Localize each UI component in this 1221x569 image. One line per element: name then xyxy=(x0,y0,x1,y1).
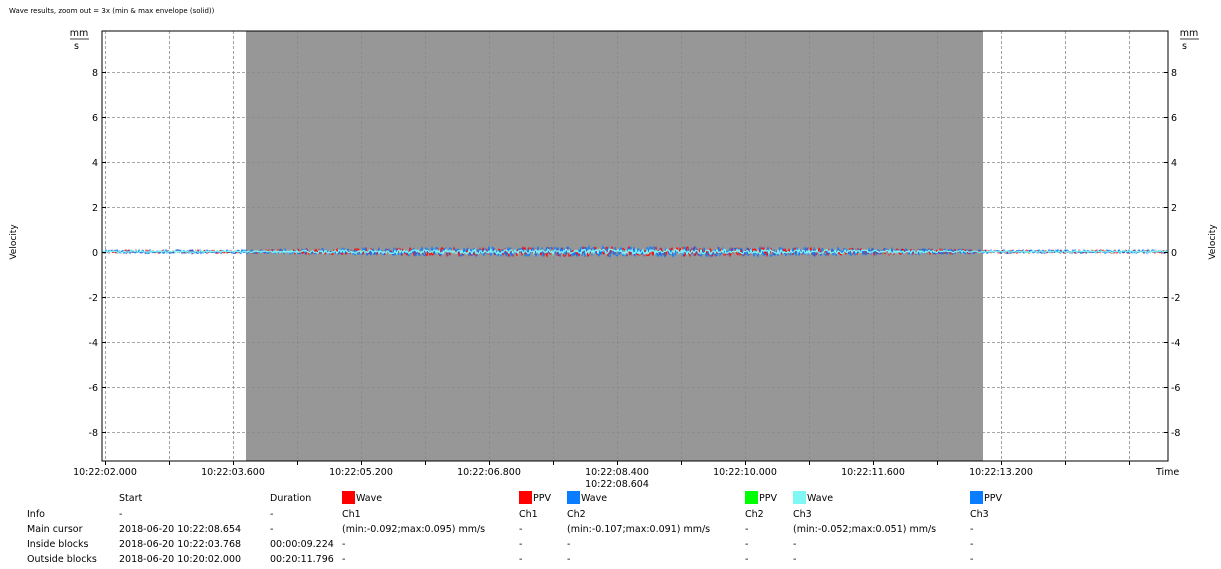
row-ch3-ppv: - xyxy=(970,524,974,535)
y-tick-label-right: -4 xyxy=(1171,338,1180,349)
row-ch2-ppv: Ch2 xyxy=(745,509,764,520)
y-tick-label-right: -6 xyxy=(1171,383,1180,394)
row-ch2-wave: Ch2 xyxy=(567,509,586,520)
row-ch3-wave: - xyxy=(793,539,797,550)
y-tick-label: 4 xyxy=(92,158,98,169)
row-duration: 00:00:09.224 xyxy=(270,539,334,550)
legend-ch3-wave[interactable]: Wave xyxy=(807,493,834,504)
plot-border xyxy=(101,30,1169,462)
x-tick-label: 10:22:11.600 xyxy=(841,467,905,478)
chart-title: Wave results, zoom out = 3x (min & max e… xyxy=(9,7,215,15)
y-tick-label-right: 0 xyxy=(1171,248,1177,259)
row-ch2-ppv: - xyxy=(745,539,749,550)
y-tick-label: -4 xyxy=(89,338,98,349)
x-tick-label: 10:22:06.800 xyxy=(457,467,521,478)
header-duration: Duration xyxy=(270,493,312,504)
row-ch3-wave: Ch3 xyxy=(793,509,812,520)
row-label: Inside blocks xyxy=(27,539,89,550)
x-tick-label: 10:22:13.200 xyxy=(969,467,1033,478)
x-tick-label: 10:22:08.400 xyxy=(585,467,649,478)
x-tick-label: 10:22:02.000 xyxy=(73,467,137,478)
row-ch3-ppv: Ch3 xyxy=(970,509,989,520)
y-tick-label-right: 8 xyxy=(1171,68,1177,79)
row-ch1-ppv: - xyxy=(519,539,523,550)
unit-num-right: mm xyxy=(1180,28,1199,39)
row-ch2-wave: - xyxy=(567,554,571,565)
y-tick-label: -6 xyxy=(89,383,98,394)
x-axis-title: Time xyxy=(1155,467,1179,478)
row-ch3-ppv: - xyxy=(970,554,974,565)
unit-den-right: s xyxy=(1182,41,1187,52)
row-ch2-wave: (min:-0.107;max:0.091) mm/s xyxy=(567,524,711,535)
row-duration: - xyxy=(270,509,274,520)
row-ch2-ppv: - xyxy=(745,524,749,535)
velocity-chart[interactable]: 8 8 6 6 4 4 2 2 0 0 -2 -2 -4 -4 -6 -6 -8 -8 10:22:02.000 10… xyxy=(0,0,1221,490)
y-tick-label-right: 2 xyxy=(1171,203,1177,214)
axis-ticks: 8 8 6 6 4 4 2 2 0 0 -2 -2 -4 -4 -6 -6 -8 -8 10:22:02.000 10… xyxy=(73,68,1180,478)
row-ch1-wave: - xyxy=(342,539,346,550)
y-tick-label: 2 xyxy=(92,203,98,214)
row-ch1-wave: - xyxy=(342,554,346,565)
row-ch2-wave: - xyxy=(567,539,571,550)
y-axis-title-left: Velocity xyxy=(9,224,19,260)
info-table: Start Duration Wave PPV Wave PPV Wave PP… xyxy=(0,491,1221,569)
y-tick-label-right: 4 xyxy=(1171,158,1177,169)
y-tick-label-right: -2 xyxy=(1171,293,1180,304)
legend-ch3-ppv-swatch[interactable] xyxy=(970,491,983,504)
y-tick-label: 0 xyxy=(92,248,98,259)
y-tick-label: -8 xyxy=(89,428,98,439)
row-ch1-ppv: Ch1 xyxy=(519,509,538,520)
row-start: 2018-06-20 10:20:02.000 xyxy=(119,554,242,565)
wave-traces xyxy=(102,244,1168,259)
x-tick-label: 10:22:03.600 xyxy=(201,467,265,478)
row-ch1-wave: (min:-0.092;max:0.095) mm/s xyxy=(342,524,486,535)
row-ch1-wave: Ch1 xyxy=(342,509,361,520)
x-tick-label: 10:22:10.000 xyxy=(713,467,777,478)
legend-ch2-wave[interactable]: Wave xyxy=(581,493,608,504)
unit-den-left: s xyxy=(74,41,79,52)
y-tick-label: 8 xyxy=(92,68,98,79)
header-start: Start xyxy=(119,493,143,504)
row-start: 2018-06-20 10:22:03.768 xyxy=(119,539,242,550)
y-tick-label: -2 xyxy=(89,293,98,304)
row-ch3-wave: - xyxy=(793,554,797,565)
row-duration: 00:20:11.796 xyxy=(270,554,334,565)
inside-block-shade xyxy=(246,31,983,461)
legend-ch1-wave-swatch[interactable] xyxy=(342,491,355,504)
y-tick-label-right: 6 xyxy=(1171,113,1177,124)
y-axis-title-right: Velocity xyxy=(1208,224,1218,260)
unit-num-left: mm xyxy=(70,28,89,39)
grid-lines xyxy=(102,31,1168,461)
row-ch3-ppv: - xyxy=(970,539,974,550)
cursor-time-label: 10:22:08.604 xyxy=(585,479,649,490)
legend-ch1-ppv[interactable]: PPV xyxy=(533,493,551,504)
row-label: Main cursor xyxy=(27,524,83,535)
legend-ch1-ppv-swatch[interactable] xyxy=(519,491,532,504)
legend-ch1-wave[interactable]: Wave xyxy=(356,493,383,504)
legend-ch3-wave-swatch[interactable] xyxy=(793,491,806,504)
row-start: - xyxy=(119,509,123,520)
row-ch2-ppv: - xyxy=(745,554,749,565)
row-ch1-ppv: - xyxy=(519,554,523,565)
y-tick-label-right: -8 xyxy=(1171,428,1180,439)
legend-ch3-ppv[interactable]: PPV xyxy=(984,493,1002,504)
row-label: Outside blocks xyxy=(27,554,97,565)
x-tick-label: 10:22:05.200 xyxy=(329,467,393,478)
wave-ch3 xyxy=(102,247,1168,257)
row-duration: - xyxy=(270,524,274,535)
row-label: Info xyxy=(27,509,45,520)
legend-ch2-ppv-swatch[interactable] xyxy=(745,491,758,504)
row-ch1-ppv: - xyxy=(519,524,523,535)
legend-ch2-wave-swatch[interactable] xyxy=(567,491,580,504)
row-start: 2018-06-20 10:22:08.654 xyxy=(119,524,242,535)
row-ch3-wave: (min:-0.052;max:0.051) mm/s xyxy=(793,524,937,535)
legend-ch2-ppv[interactable]: PPV xyxy=(759,493,777,504)
y-tick-label: 6 xyxy=(92,113,98,124)
